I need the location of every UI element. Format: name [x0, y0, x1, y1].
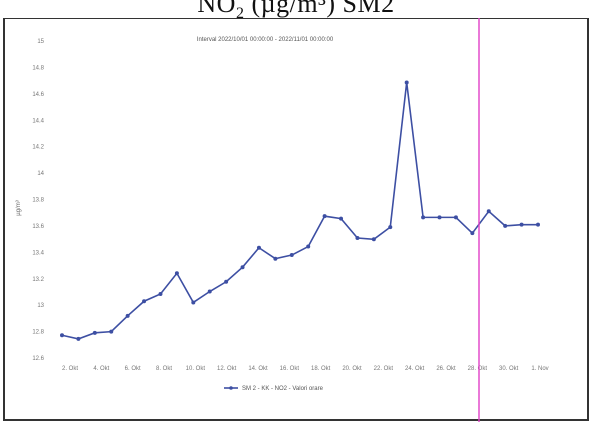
- data-point: [174, 271, 179, 276]
- x-axis: 2. Okt 4. Okt 6. Okt 8. Okt 10. Okt 12. Okt 14…: [62, 366, 549, 372]
- chart-title: Interval 2022/10/01 00:00:00 - 2022/11/0…: [197, 37, 334, 43]
- y-tick-label: 14.2: [32, 145, 44, 151]
- data-point: [273, 256, 278, 261]
- x-tick-label: 22. Okt: [374, 366, 394, 372]
- chart-frame: Interval 2022/10/01 00:00:00 - 2022/11/0…: [0, 18, 592, 422]
- x-tick-label: 26. Okt: [436, 366, 456, 372]
- x-tick-label: 10. Okt: [186, 366, 206, 372]
- data-point: [125, 313, 130, 318]
- x-tick-label: 8. Okt: [156, 366, 172, 372]
- data-point: [371, 237, 376, 242]
- y-tick-label: 14.8: [32, 65, 44, 71]
- y-axis-label: µg/m³: [16, 200, 22, 215]
- data-point: [256, 245, 261, 250]
- data-point: [355, 236, 360, 241]
- caption-pollutant: NO: [197, 0, 236, 18]
- y-tick-label: 13.6: [32, 224, 44, 230]
- caption-subscript: 2: [235, 5, 245, 18]
- y-tick-label: 13.2: [32, 277, 44, 283]
- y-tick-label: 12.6: [32, 356, 44, 362]
- series-line: [61, 82, 538, 340]
- x-tick-label: 2. Okt: [62, 366, 78, 372]
- data-point: [142, 299, 147, 304]
- data-points: [60, 80, 540, 341]
- data-point: [109, 329, 114, 334]
- data-point: [240, 265, 245, 270]
- x-tick-label: 14. Okt: [248, 366, 268, 372]
- data-point: [503, 223, 508, 228]
- x-tick-label: 16. Okt: [280, 366, 300, 372]
- x-tick-label: 18. Okt: [311, 366, 331, 372]
- data-point: [470, 231, 475, 236]
- y-tick-label: 14.6: [32, 92, 44, 98]
- data-point: [76, 336, 81, 341]
- data-point: [437, 215, 442, 220]
- x-tick-label: 1. Nov: [531, 366, 548, 372]
- data-point: [421, 215, 426, 220]
- data-point: [388, 225, 393, 230]
- data-point: [224, 279, 229, 284]
- data-point: [339, 216, 344, 221]
- chart-border: [3, 18, 589, 421]
- data-point: [322, 214, 327, 219]
- data-point: [207, 289, 212, 294]
- caption-text: NO2 (µg/m³) SM2: [0, 0, 592, 18]
- x-tick-label: 12. Okt: [217, 366, 237, 372]
- x-tick-label: 28. Okt: [468, 366, 488, 372]
- x-tick-label: 24. Okt: [405, 366, 425, 372]
- y-tick-label: 14: [37, 171, 44, 177]
- data-point: [486, 209, 491, 214]
- x-tick-label: 6. Okt: [125, 366, 141, 372]
- caption-unit: (µg/m³) SM2: [251, 0, 395, 18]
- y-tick-label: 13.8: [32, 198, 44, 204]
- data-point: [453, 215, 458, 220]
- data-point: [158, 291, 163, 296]
- data-point: [536, 222, 540, 227]
- x-tick-label: 30. Okt: [499, 366, 519, 372]
- x-tick-label: 4. Okt: [93, 366, 109, 372]
- y-tick-label: 15: [37, 39, 44, 45]
- y-tick-label: 14.4: [32, 118, 44, 124]
- data-point: [60, 333, 64, 338]
- legend-marker: [229, 386, 233, 390]
- data-point: [92, 330, 97, 335]
- data-point: [191, 300, 196, 305]
- x-tick-label: 20. Okt: [342, 366, 362, 372]
- y-axis: 12.6 12.8 13 13.2 13.4 13.6 13.8 14 14.2 14.4 14.6…: [32, 39, 44, 362]
- y-tick-label: 13: [37, 303, 44, 309]
- legend-label: SM 2 - KK - NO2 - Valori orare: [242, 386, 324, 392]
- legend: SM 2 - KK - NO2 - Valori orare: [224, 386, 324, 392]
- data-point: [289, 253, 294, 258]
- y-tick-label: 13.4: [32, 250, 44, 256]
- y-tick-label: 12.8: [32, 330, 44, 336]
- data-point: [306, 244, 311, 249]
- data-point: [519, 222, 524, 227]
- data-point: [404, 80, 409, 85]
- caption-strip: NO2 (µg/m³) SM2: [0, 0, 592, 18]
- line-chart: Interval 2022/10/01 00:00:00 - 2022/11/0…: [3, 18, 589, 422]
